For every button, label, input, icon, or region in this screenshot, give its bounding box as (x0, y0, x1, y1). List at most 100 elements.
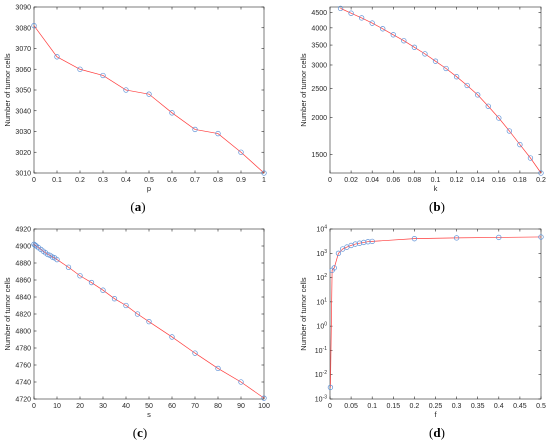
data-point (475, 92, 481, 98)
data-point (54, 256, 60, 263)
data-point (146, 319, 152, 325)
y-axis-label: Number of tumor cells (3, 53, 12, 127)
panel-caption: (b) (429, 199, 445, 214)
data-point (527, 155, 534, 161)
data-point (380, 26, 386, 32)
y-tick-label: 4840 (15, 295, 31, 302)
panel-caption: (d) (429, 425, 445, 440)
y-tick-label: 104 (316, 225, 327, 234)
data-point (54, 54, 60, 60)
y-tick-label: 3010 (15, 171, 31, 178)
y-tick-label: 1500 (311, 152, 327, 159)
y-tick-label: 2500 (311, 86, 327, 93)
x-tick-label: 0 (32, 403, 36, 410)
y-tick-label: 3020 (15, 150, 31, 157)
y-tick-label: 100 (316, 322, 327, 331)
data-point (453, 74, 460, 80)
y-tick-label: 10-3 (315, 395, 327, 404)
data-point (123, 87, 129, 93)
y-tick-label: 3070 (15, 46, 31, 53)
data-point (337, 5, 344, 12)
x-tick-label: 0.16 (492, 177, 506, 184)
data-point (32, 242, 38, 248)
x-tick-label: 0.15 (386, 403, 400, 410)
x-tick-label: 100 (258, 403, 270, 410)
data-point (411, 44, 418, 50)
series-line (33, 25, 265, 174)
x-tick-label: 0 (328, 177, 332, 184)
data-point (422, 51, 428, 57)
x-tick-label: 0.1 (367, 403, 377, 410)
data-point (517, 141, 523, 148)
x-tick-label: 0.1 (431, 177, 441, 184)
x-tick-label: 0.14 (471, 177, 485, 184)
series-line (33, 244, 265, 399)
data-point (348, 10, 354, 16)
y-tick-label: 3060 (15, 67, 31, 74)
x-tick-label: 0.3 (452, 403, 462, 410)
data-point (215, 365, 221, 372)
y-tick-label: 3050 (15, 88, 31, 95)
chart-panel-b: 0 0.02 0.04 0.06 0.08 0.1 0.12 0.14 0.16 0.18 0.2 1… (299, 5, 546, 214)
y-tick-label: 103 (316, 249, 327, 258)
x-axis-label: p (147, 184, 151, 193)
x-tick-label: 0.5 (536, 403, 546, 410)
y-axis-label: Number of tumor cells (299, 53, 308, 127)
data-point (77, 273, 83, 279)
y-tick-label: 3090 (15, 5, 31, 12)
x-tick-label: 0.4 (494, 403, 504, 410)
data-point (538, 170, 544, 176)
x-tick-label: 0.35 (471, 403, 485, 410)
data-point (359, 15, 365, 21)
x-tick-label: 0.7 (190, 177, 200, 184)
y-tick-label: 4880 (15, 261, 31, 268)
data-point (134, 311, 141, 317)
data-point (369, 238, 375, 245)
data-point (192, 350, 198, 356)
y-tick-label: 102 (316, 273, 327, 282)
y-tick-label: 101 (316, 297, 327, 306)
x-tick-label: 70 (191, 403, 199, 410)
data-point (327, 384, 334, 391)
data-point (432, 58, 439, 64)
y-tick-label: 3080 (15, 25, 31, 32)
data-point (169, 334, 175, 340)
data-point (88, 279, 95, 286)
data-point (369, 20, 375, 26)
data-point (31, 23, 37, 29)
chart-panel-d: 0 0.05 0.1 0.15 0.2 0.25 0.3 0.35 0.4 0.45 0.5 10-3… (299, 225, 546, 441)
data-point (49, 254, 56, 260)
y-tick-label: 4820 (15, 312, 31, 319)
y-tick-label: 3040 (15, 108, 31, 115)
y-tick-label: 4760 (15, 363, 31, 370)
x-tick-label: 80 (214, 403, 222, 410)
x-tick-label: 0.08 (408, 177, 422, 184)
x-tick-label: 20 (76, 403, 84, 410)
y-tick-label: 4780 (15, 346, 31, 353)
y-tick-label: 10-2 (315, 370, 327, 379)
data-point (100, 287, 106, 293)
data-point (496, 234, 502, 241)
data-point (335, 250, 342, 256)
data-point (215, 130, 221, 137)
x-axis-label: f (434, 410, 437, 419)
x-tick-label: 0.4 (121, 177, 131, 184)
data-point (65, 264, 72, 270)
x-tick-label: 0.04 (365, 177, 379, 184)
data-point (169, 110, 175, 116)
y-tick-label: 3500 (311, 43, 327, 50)
x-tick-label: 0.2 (536, 177, 546, 184)
x-tick-label: 0.25 (429, 403, 443, 410)
y-tick-label: 4860 (15, 278, 31, 285)
x-tick-label: 0.5 (144, 177, 154, 184)
plot-frame (33, 228, 265, 400)
data-point (401, 38, 407, 44)
y-tick-label: 3000 (311, 62, 327, 69)
x-tick-label: 0.3 (98, 177, 108, 184)
data-point (506, 128, 513, 134)
data-point (340, 246, 346, 252)
data-point (77, 66, 83, 72)
data-point (496, 115, 502, 121)
x-tick-label: 0 (32, 177, 36, 184)
